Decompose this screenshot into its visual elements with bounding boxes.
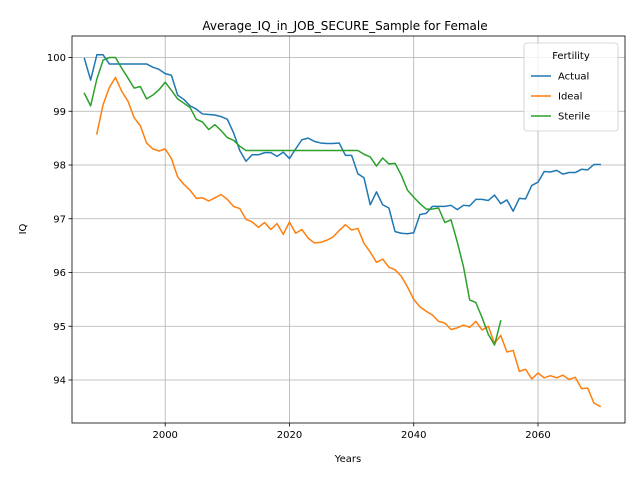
legend-label-sterile: Sterile xyxy=(558,112,590,123)
y-tick-label: 99 xyxy=(53,107,66,118)
y-tick-label: 98 xyxy=(53,161,66,172)
x-axis-ticks: 2000 2020 2040 2060 xyxy=(152,423,551,441)
y-tick-label: 97 xyxy=(53,214,66,225)
x-tick-label: 2020 xyxy=(277,430,302,441)
y-tick-label: 96 xyxy=(53,268,66,279)
legend-label-ideal: Ideal xyxy=(558,92,582,103)
axes-frame xyxy=(71,35,626,424)
legend-title: Fertility xyxy=(552,51,590,62)
y-axis-ticks: 94 95 96 97 98 99 100 xyxy=(47,53,72,387)
y-tick-label: 95 xyxy=(53,322,66,333)
x-tick-label: 2040 xyxy=(401,430,426,441)
chart-title: Average_IQ_in_JOB_SECURE_Sample for Fema… xyxy=(202,19,487,33)
series-line-ideal xyxy=(95,76,602,408)
x-axis-label: Years xyxy=(334,454,361,465)
plot-lines xyxy=(83,54,602,408)
legend-items: Actual Ideal Sterile xyxy=(531,72,590,123)
y-tick-label: 100 xyxy=(47,53,66,64)
legend: Fertility Actual Ideal Sterile xyxy=(523,42,619,132)
series-line-sterile xyxy=(83,56,502,346)
series-line-actual xyxy=(83,54,601,235)
x-tick-label: 2000 xyxy=(152,430,177,441)
y-tick-label: 94 xyxy=(53,376,66,387)
legend-box xyxy=(523,42,619,132)
y-axis-label: IQ xyxy=(18,223,29,234)
x-tick-label: 2060 xyxy=(525,430,550,441)
legend-label-actual: Actual xyxy=(558,72,589,83)
